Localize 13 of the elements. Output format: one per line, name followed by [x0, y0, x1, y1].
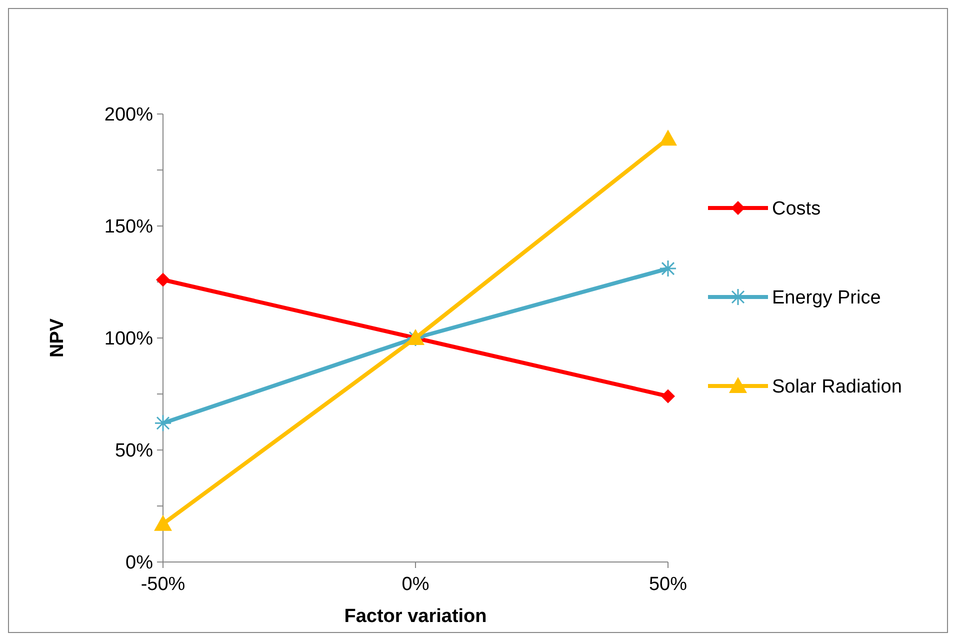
x-tick-label: 50%: [648, 574, 688, 595]
x-tick-label: 0%: [402, 574, 430, 595]
legend-label: Costs: [772, 198, 821, 220]
legend-label: Energy Price: [772, 288, 881, 309]
y-tick-label: 0%: [126, 552, 154, 574]
y-tick-label: 200%: [104, 104, 154, 126]
y-tick-label: 150%: [104, 216, 154, 238]
x-tick-label: -50%: [140, 574, 186, 595]
y-tick-label: 50%: [114, 440, 154, 462]
y-tick-label: 100%: [104, 328, 154, 350]
x-axis-title: Factor variation: [344, 606, 487, 627]
y-axis-title: NPV: [47, 318, 68, 358]
legend-label: Solar Radiation: [772, 376, 902, 398]
